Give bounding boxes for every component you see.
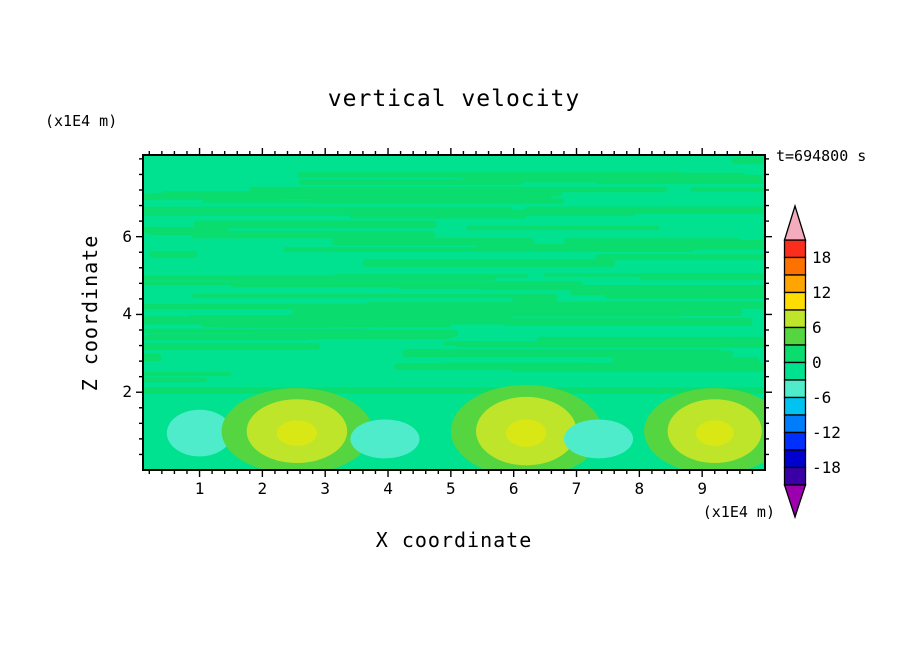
x-tick-label: 7 (571, 479, 582, 498)
colorbar-tick-label: 12 (812, 282, 832, 302)
colorbar-tick-label: -12 (812, 422, 841, 442)
colorbar-tick-label: 6 (812, 317, 822, 337)
x-tick-label: 8 (634, 479, 645, 498)
plot-area (143, 155, 765, 470)
x-tick-label: 9 (697, 479, 707, 498)
convection-cells (166, 384, 765, 470)
x-tick-label: 5 (446, 479, 456, 498)
plot-frame (142, 154, 766, 471)
colorbar-tick-label: -18 (812, 457, 841, 477)
y-tick-label: 6 (122, 226, 132, 246)
x-tick-label: 3 (320, 479, 330, 498)
colorbar (783, 203, 807, 520)
chart-title: vertical velocity (327, 86, 581, 112)
x-axis-unit-label: (x1E4 m) (702, 503, 775, 521)
colorbar-tick-label: -6 (812, 387, 832, 407)
timestamp-label: t=694800 s (776, 147, 867, 165)
x-tick-label: 2 (257, 479, 268, 498)
y-tick-label: 4 (122, 304, 132, 324)
x-tick-label: 1 (194, 479, 205, 498)
x-axis-title: X coordinate (375, 528, 533, 552)
x-tick-label: 6 (508, 479, 519, 498)
colorbar-tick-label: 0 (812, 352, 822, 372)
y-axis-unit-label: (x1E4 m) (45, 112, 118, 130)
colorbar-top-arrow (783, 203, 807, 241)
y-tick-label: 2 (122, 382, 132, 402)
axis-ticks (136, 148, 772, 477)
colorbar-bottom-arrow (783, 484, 807, 520)
streak-bands (143, 156, 765, 394)
x-tick-label: 4 (383, 479, 393, 498)
colorbar-tick-label: 18 (812, 247, 832, 267)
